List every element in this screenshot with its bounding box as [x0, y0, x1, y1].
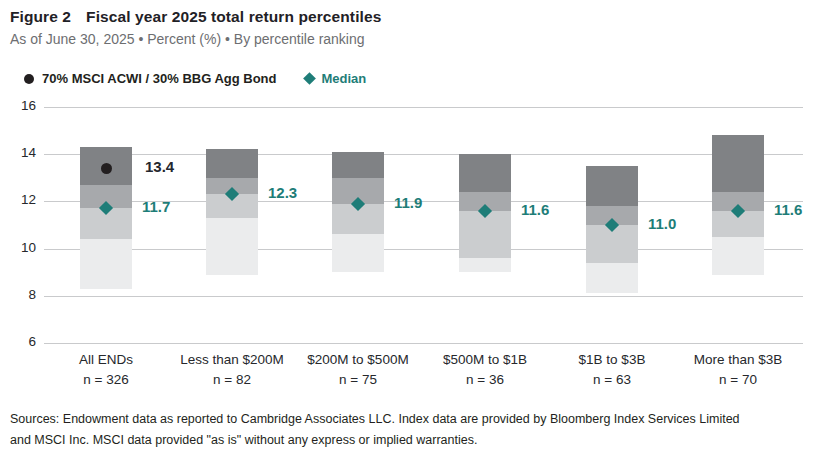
gridline-6 — [44, 343, 803, 344]
category-name: More than $3B — [663, 350, 813, 370]
x-axis-label: More than $3Bn = 70 — [663, 350, 813, 390]
source-note-line2: and MSCI Inc. MSCI data provided "as is"… — [10, 430, 830, 451]
gridline-10 — [44, 249, 803, 250]
median-value-label: 11.6 — [521, 201, 549, 218]
bar-segment-5th-25th — [206, 218, 258, 275]
gridline-14 — [44, 154, 803, 155]
y-axis-tick-6: 6 — [0, 334, 36, 349]
median-value-label: 11.7 — [142, 198, 170, 215]
bar-segment-5th-25th — [586, 263, 638, 294]
gridline-16 — [44, 107, 803, 108]
bar-segment-5th-25th — [332, 234, 384, 272]
bar-segment-75th-95th — [332, 152, 384, 178]
benchmark-value-label: 13.4 — [145, 158, 174, 175]
bar-segment-75th-95th — [206, 149, 258, 177]
gridline-8 — [44, 296, 803, 297]
y-axis-tick-14: 14 — [0, 145, 36, 160]
median-value-label: 12.3 — [268, 184, 297, 201]
median-value-label: 11.9 — [394, 194, 422, 211]
bar-segment-5th-25th — [459, 258, 511, 272]
benchmark-marker — [101, 163, 112, 174]
y-axis-tick-10: 10 — [0, 240, 36, 255]
y-axis-tick-16: 16 — [0, 98, 36, 113]
bar-segment-75th-95th — [712, 135, 764, 192]
median-value-label: 11.0 — [648, 215, 676, 232]
y-axis-tick-12: 12 — [0, 192, 36, 207]
y-axis-tick-8: 8 — [0, 287, 36, 302]
figure: Figure 2 Fiscal year 2025 total return p… — [0, 0, 836, 469]
bar-segment-75th-95th — [586, 166, 638, 206]
bar-segment-5th-25th — [712, 237, 764, 275]
bar-segment-5th-25th — [80, 239, 132, 289]
source-note-line1: Sources: Endowment data as reported to C… — [10, 409, 830, 430]
median-value-label: 11.6 — [774, 201, 802, 218]
source-note: Sources: Endowment data as reported to C… — [10, 409, 830, 451]
sample-size: n = 70 — [663, 370, 813, 390]
bar-segment-75th-95th — [459, 154, 511, 192]
chart-area: 161412108611.7All ENDsn = 32612.3Less th… — [0, 0, 836, 469]
